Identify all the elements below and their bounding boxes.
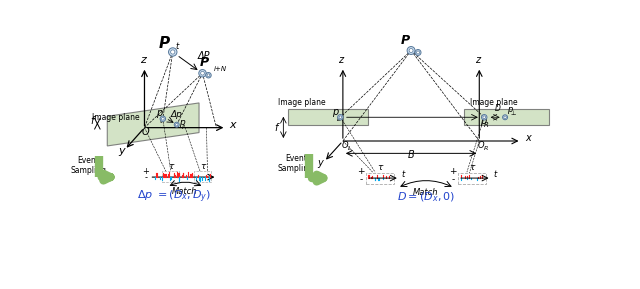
- Circle shape: [483, 116, 486, 118]
- Text: ⊥: ⊥: [510, 111, 516, 116]
- Text: Image plane: Image plane: [470, 98, 518, 107]
- Text: Δp: Δp: [170, 110, 182, 119]
- Text: z: z: [475, 55, 480, 65]
- Text: τ: τ: [378, 163, 383, 172]
- Text: p: p: [332, 107, 338, 117]
- Circle shape: [415, 49, 421, 55]
- Text: p: p: [179, 118, 184, 127]
- Text: +: +: [449, 167, 457, 176]
- Text: O: O: [478, 141, 484, 150]
- Text: R: R: [484, 122, 489, 128]
- Circle shape: [205, 73, 211, 78]
- Text: t: t: [159, 118, 162, 124]
- Text: O: O: [141, 127, 149, 137]
- Text: i+N: i+N: [213, 66, 227, 72]
- Polygon shape: [288, 109, 367, 125]
- Text: $D = (D_x, 0)$: $D = (D_x, 0)$: [397, 190, 455, 204]
- Text: t: t: [176, 42, 179, 51]
- Circle shape: [407, 47, 415, 54]
- Text: -: -: [145, 174, 147, 183]
- Text: z: z: [140, 55, 145, 65]
- Text: L: L: [337, 116, 340, 122]
- Text: Match: Match: [413, 188, 438, 197]
- Circle shape: [160, 116, 166, 121]
- Text: O: O: [342, 141, 348, 150]
- Polygon shape: [465, 109, 548, 125]
- Text: f: f: [91, 116, 94, 126]
- FancyBboxPatch shape: [366, 173, 394, 184]
- Text: Image plane: Image plane: [278, 98, 326, 107]
- Circle shape: [417, 51, 419, 54]
- Circle shape: [168, 48, 177, 56]
- Text: P: P: [200, 56, 209, 69]
- Text: L: L: [348, 147, 351, 151]
- Text: R: R: [484, 147, 488, 151]
- Text: Event
Sampling: Event Sampling: [70, 156, 106, 175]
- Text: y: y: [317, 158, 323, 168]
- Text: t: t: [402, 170, 405, 179]
- Text: P: P: [158, 36, 170, 51]
- Text: x: x: [229, 120, 236, 130]
- Circle shape: [174, 122, 179, 127]
- Text: p: p: [156, 108, 162, 118]
- Text: B: B: [408, 150, 415, 160]
- Text: D: D: [495, 104, 500, 113]
- Text: +: +: [143, 167, 149, 176]
- Text: -: -: [360, 175, 363, 185]
- Text: $\Delta$p $= (D_x, D_y)$: $\Delta$p $= (D_x, D_y)$: [137, 188, 211, 205]
- Text: p: p: [480, 116, 486, 126]
- Circle shape: [502, 115, 508, 120]
- Circle shape: [175, 123, 178, 126]
- Circle shape: [339, 116, 342, 118]
- Circle shape: [338, 114, 343, 120]
- Text: -: -: [451, 175, 454, 185]
- Text: p: p: [507, 105, 513, 114]
- Circle shape: [409, 49, 413, 53]
- Text: i: i: [182, 124, 184, 130]
- Text: x: x: [525, 133, 531, 143]
- Text: ΔP: ΔP: [198, 51, 210, 61]
- Text: Event
Sampling: Event Sampling: [278, 153, 314, 173]
- Text: y: y: [118, 146, 125, 156]
- Circle shape: [161, 117, 164, 120]
- Text: Image plane: Image plane: [92, 113, 140, 122]
- Text: τ: τ: [469, 163, 474, 172]
- Polygon shape: [108, 103, 199, 146]
- FancyBboxPatch shape: [458, 173, 486, 184]
- Circle shape: [207, 74, 210, 77]
- Text: τ: τ: [200, 162, 205, 171]
- Text: +: +: [358, 167, 365, 176]
- Text: Match: Match: [172, 187, 197, 196]
- Text: t: t: [493, 170, 497, 179]
- Text: P: P: [401, 34, 410, 47]
- Text: z: z: [339, 55, 344, 65]
- Circle shape: [504, 116, 506, 118]
- Text: f: f: [274, 123, 278, 133]
- Circle shape: [481, 114, 487, 120]
- Circle shape: [201, 71, 204, 75]
- Circle shape: [199, 70, 206, 77]
- Text: τ: τ: [168, 162, 173, 171]
- Circle shape: [171, 50, 175, 54]
